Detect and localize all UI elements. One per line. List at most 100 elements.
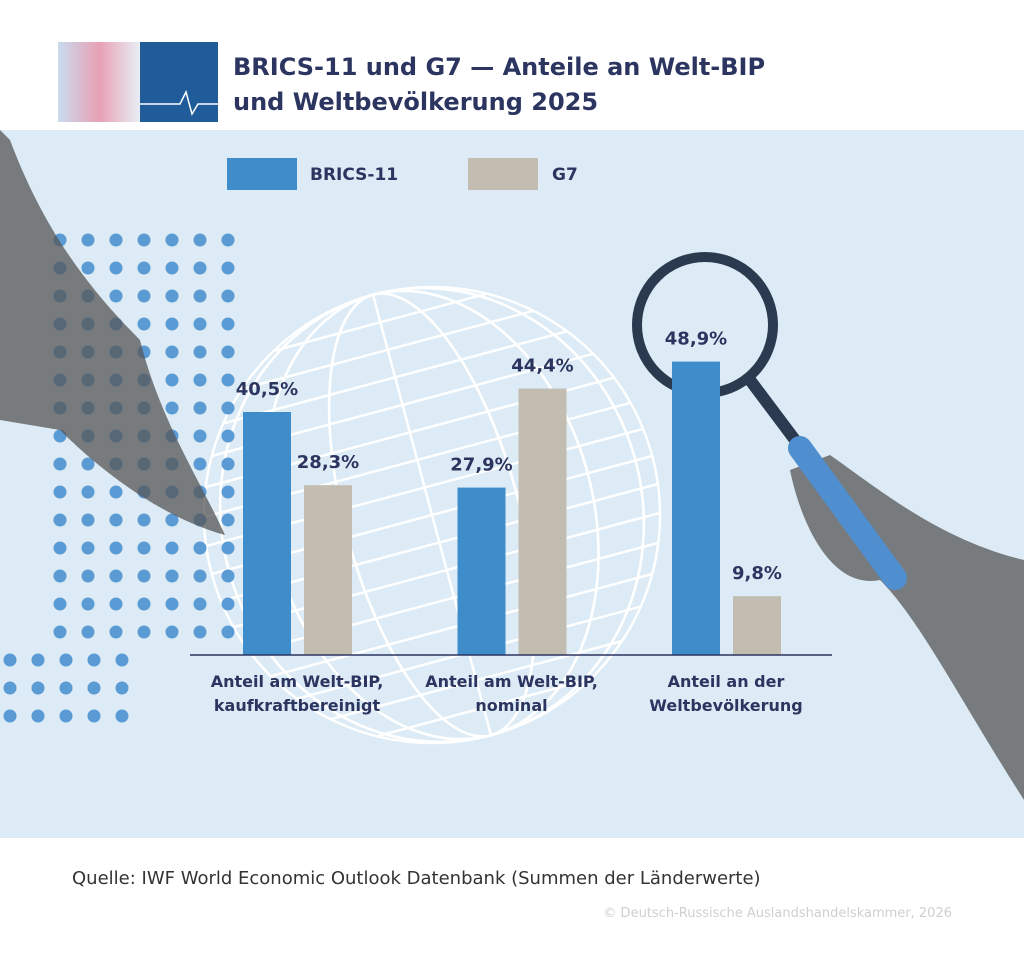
dot — [87, 681, 101, 695]
category-label: Anteil am Welt-BIP, nominal — [425, 672, 598, 715]
dot — [221, 317, 235, 331]
dot — [221, 429, 235, 443]
dot — [165, 597, 179, 611]
dot — [81, 485, 95, 499]
dot — [137, 289, 151, 303]
category-label: Anteil an der Weltbevölkerung — [649, 672, 803, 715]
dot — [165, 541, 179, 555]
globe-line — [273, 292, 488, 353]
dot — [53, 569, 67, 583]
dot — [115, 681, 129, 695]
value-label: 44,4% — [511, 356, 573, 377]
dot — [193, 541, 207, 555]
legend-label: G7 — [552, 165, 578, 185]
dot — [109, 233, 123, 247]
globe-line — [220, 482, 659, 603]
dot — [165, 317, 179, 331]
dot — [109, 541, 123, 555]
dot — [109, 513, 123, 527]
logo — [58, 42, 140, 122]
dot — [137, 317, 151, 331]
dot — [137, 513, 151, 527]
dot — [137, 541, 151, 555]
source: Quelle: IWF World Economic Outlook Daten… — [72, 868, 761, 889]
dot — [109, 485, 123, 499]
dot — [31, 709, 45, 723]
dot — [221, 345, 235, 359]
dot — [81, 597, 95, 611]
dot — [165, 373, 179, 387]
dot — [115, 709, 129, 723]
dot — [87, 653, 101, 667]
logo-line — [140, 89, 218, 116]
dot — [81, 261, 95, 275]
dot — [221, 513, 235, 527]
dot — [109, 261, 123, 275]
bar — [243, 412, 291, 655]
dot — [81, 569, 95, 583]
category-label: Anteil am Welt-BIP, kaufkraftbereinigt — [210, 672, 384, 715]
dot — [59, 653, 73, 667]
dot — [53, 485, 67, 499]
dot — [165, 345, 179, 359]
dot — [193, 261, 207, 275]
dot — [221, 261, 235, 275]
dot — [31, 681, 45, 695]
dot — [193, 597, 207, 611]
dot — [221, 625, 235, 639]
dot — [221, 457, 235, 471]
dot — [59, 681, 73, 695]
dot — [221, 289, 235, 303]
dot — [221, 597, 235, 611]
legend-swatch — [468, 158, 538, 190]
bar — [457, 487, 506, 655]
logo — [140, 42, 218, 122]
dot — [193, 569, 207, 583]
dot — [81, 457, 95, 471]
dot — [165, 233, 179, 247]
dot — [165, 625, 179, 639]
dot — [115, 653, 129, 667]
value-label: 9,8% — [732, 563, 782, 584]
dot — [87, 709, 101, 723]
dot — [221, 569, 235, 583]
dot — [137, 597, 151, 611]
dot — [165, 289, 179, 303]
dot — [53, 541, 67, 555]
dot — [53, 513, 67, 527]
magnifier — [745, 376, 800, 444]
dot — [53, 457, 67, 471]
dot — [193, 457, 207, 471]
globe-line — [241, 309, 534, 391]
dot — [53, 625, 67, 639]
dot — [193, 289, 207, 303]
dot — [165, 513, 179, 527]
value-label: 27,9% — [450, 455, 512, 476]
dot — [137, 261, 151, 275]
dot — [3, 681, 17, 695]
dot — [137, 625, 151, 639]
dot — [81, 625, 95, 639]
dot — [221, 233, 235, 247]
dot — [193, 625, 207, 639]
legend-label: BRICS-11 — [310, 165, 398, 185]
dot — [165, 401, 179, 415]
copyright: © Deutsch-Russische Auslandshandelskamme… — [603, 906, 952, 921]
globe-line — [330, 639, 623, 721]
dot — [193, 373, 207, 387]
dot — [109, 597, 123, 611]
dot — [165, 569, 179, 583]
dot — [193, 345, 207, 359]
dot — [193, 401, 207, 415]
dot — [59, 709, 73, 723]
bar — [733, 596, 781, 655]
dot — [81, 541, 95, 555]
dot — [53, 597, 67, 611]
dot — [109, 569, 123, 583]
dot — [221, 485, 235, 499]
dot — [165, 261, 179, 275]
dot — [221, 541, 235, 555]
dot — [81, 513, 95, 527]
